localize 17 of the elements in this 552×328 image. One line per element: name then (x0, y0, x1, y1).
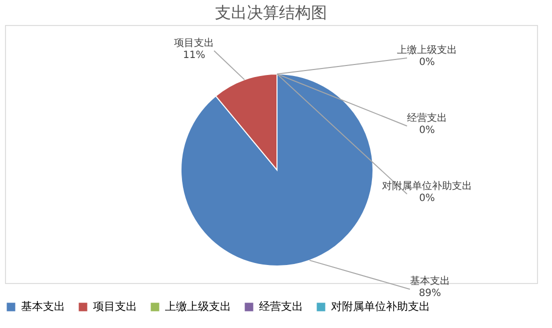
data-label: 11% (182, 50, 206, 61)
text: 0% (419, 193, 435, 204)
pie-slice (180, 74, 374, 266)
legend-label: 上缴上级支出 (165, 300, 231, 313)
legend-label: 项目支出 (93, 300, 137, 313)
slice-label: 基本支出 (410, 275, 450, 288)
text: 0% (419, 57, 435, 68)
data-label: 89% (418, 288, 442, 300)
text: 0% (419, 125, 435, 136)
category-label: 经营支出 (407, 113, 447, 124)
legend-label: 基本支出 (21, 300, 65, 313)
category-label: 上缴上级支出 (397, 45, 457, 56)
category-label: 对附属单位补助支出 (382, 181, 472, 192)
slice-label: 项目支出 (174, 36, 214, 49)
chart-title: 支出决算结构图 (215, 3, 327, 22)
legend-label: 经营支出 (259, 300, 303, 313)
legend-label: 对附属单位补助支出 (331, 300, 430, 313)
